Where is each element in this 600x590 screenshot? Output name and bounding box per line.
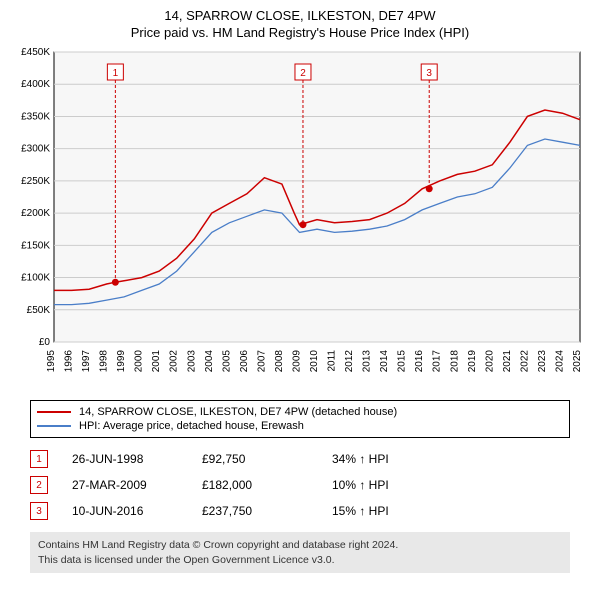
svg-text:2022: 2022: [519, 350, 530, 373]
svg-text:2016: 2016: [414, 350, 425, 373]
svg-text:2: 2: [300, 68, 306, 79]
transaction-diff: 15% ↑ HPI: [332, 504, 452, 518]
svg-text:2001: 2001: [151, 350, 162, 373]
title-subtitle: Price paid vs. HM Land Registry's House …: [0, 25, 600, 40]
transaction-marker: 1: [30, 450, 48, 468]
legend-label: HPI: Average price, detached house, Erew…: [79, 420, 304, 432]
svg-text:1: 1: [113, 68, 119, 79]
transaction-marker: 3: [30, 502, 48, 520]
svg-text:2008: 2008: [274, 350, 285, 373]
svg-text:2015: 2015: [397, 350, 408, 373]
transaction-date: 26-JUN-1998: [72, 452, 202, 466]
svg-text:1996: 1996: [64, 350, 75, 373]
svg-text:2017: 2017: [432, 350, 443, 373]
transaction-price: £182,000: [202, 478, 332, 492]
svg-text:2013: 2013: [362, 350, 373, 373]
transaction-date: 27-MAR-2009: [72, 478, 202, 492]
svg-text:1995: 1995: [46, 350, 57, 373]
footer-attribution: Contains HM Land Registry data © Crown c…: [30, 532, 570, 573]
legend-label: 14, SPARROW CLOSE, ILKESTON, DE7 4PW (de…: [79, 406, 397, 418]
chart-area: £0 £50K £100K £150K £200K £250K £300K £350K £400…: [10, 44, 590, 394]
transaction-price: £92,750: [202, 452, 332, 466]
svg-text:2020: 2020: [484, 350, 495, 373]
svg-text:2009: 2009: [291, 350, 302, 373]
svg-text:2003: 2003: [186, 350, 197, 373]
svg-text:£450K: £450K: [21, 47, 50, 58]
legend-item: 14, SPARROW CLOSE, ILKESTON, DE7 4PW (de…: [37, 405, 563, 419]
svg-text:2021: 2021: [502, 350, 513, 373]
footer-line: Contains HM Land Registry data © Crown c…: [38, 538, 562, 553]
svg-text:2012: 2012: [344, 350, 355, 373]
transaction-diff: 10% ↑ HPI: [332, 478, 452, 492]
legend-item: HPI: Average price, detached house, Erew…: [37, 419, 563, 433]
legend: 14, SPARROW CLOSE, ILKESTON, DE7 4PW (de…: [30, 400, 570, 438]
transaction-diff: 34% ↑ HPI: [332, 452, 452, 466]
svg-text:£100K: £100K: [21, 273, 50, 284]
svg-text:£50K: £50K: [27, 305, 51, 316]
svg-text:2002: 2002: [169, 350, 180, 373]
svg-text:1999: 1999: [116, 350, 127, 373]
svg-text:2000: 2000: [134, 350, 145, 373]
transaction-row: 1 26-JUN-1998 £92,750 34% ↑ HPI: [30, 446, 570, 472]
svg-text:2025: 2025: [572, 350, 583, 373]
svg-text:2023: 2023: [537, 350, 548, 373]
transactions-table: 1 26-JUN-1998 £92,750 34% ↑ HPI 2 27-MAR…: [30, 446, 570, 524]
transaction-price: £237,750: [202, 504, 332, 518]
title-address: 14, SPARROW CLOSE, ILKESTON, DE7 4PW: [0, 8, 600, 23]
svg-text:£250K: £250K: [21, 176, 50, 187]
svg-text:2010: 2010: [309, 350, 320, 373]
legend-swatch: [37, 411, 71, 413]
svg-text:£300K: £300K: [21, 144, 50, 155]
svg-text:3: 3: [426, 68, 432, 79]
svg-text:1997: 1997: [81, 350, 92, 373]
legend-swatch: [37, 425, 71, 427]
transaction-marker: 2: [30, 476, 48, 494]
transaction-date: 10-JUN-2016: [72, 504, 202, 518]
svg-text:2018: 2018: [449, 350, 460, 373]
svg-text:2006: 2006: [239, 350, 250, 373]
transaction-row: 3 10-JUN-2016 £237,750 15% ↑ HPI: [30, 498, 570, 524]
svg-text:2005: 2005: [221, 350, 232, 373]
svg-text:2024: 2024: [554, 350, 565, 373]
title-block: 14, SPARROW CLOSE, ILKESTON, DE7 4PW Pri…: [0, 0, 600, 44]
svg-text:£150K: £150K: [21, 240, 50, 251]
svg-text:£0: £0: [39, 337, 51, 348]
svg-text:£200K: £200K: [21, 208, 50, 219]
svg-text:2011: 2011: [327, 350, 338, 372]
svg-text:2019: 2019: [467, 350, 478, 373]
svg-text:2004: 2004: [204, 350, 215, 373]
svg-text:1998: 1998: [99, 350, 110, 373]
transaction-row: 2 27-MAR-2009 £182,000 10% ↑ HPI: [30, 472, 570, 498]
line-chart-svg: £0 £50K £100K £150K £200K £250K £300K £350K £400…: [10, 44, 590, 394]
footer-line: This data is licensed under the Open Gov…: [38, 553, 562, 568]
svg-text:2014: 2014: [379, 350, 390, 373]
svg-text:£400K: £400K: [21, 79, 50, 90]
svg-text:£350K: £350K: [21, 111, 50, 122]
chart-container: 14, SPARROW CLOSE, ILKESTON, DE7 4PW Pri…: [0, 0, 600, 573]
svg-text:2007: 2007: [256, 350, 267, 373]
